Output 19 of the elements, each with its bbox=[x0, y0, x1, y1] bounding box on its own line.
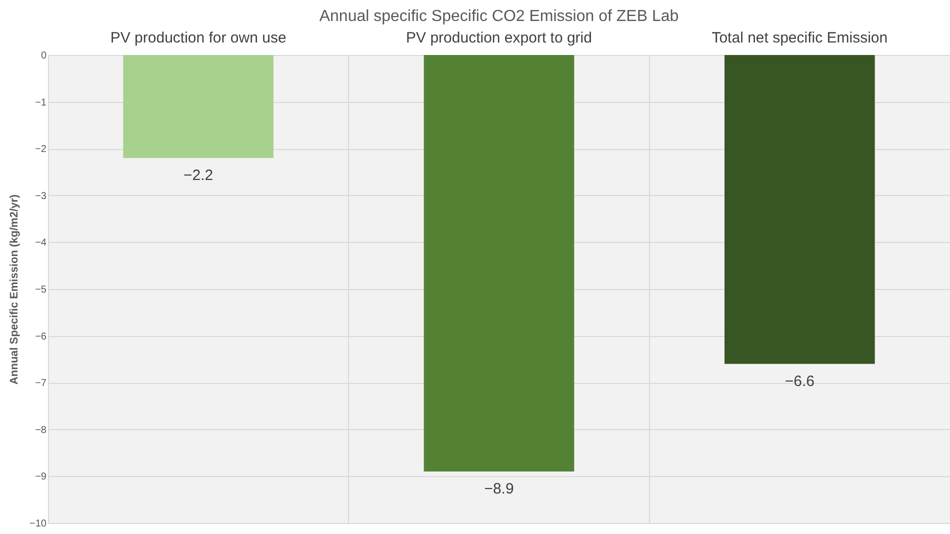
y-tick-label: −3 bbox=[35, 190, 47, 202]
x-tick-label: Total net specific Emission bbox=[712, 30, 888, 46]
data-label: −2.2 bbox=[184, 166, 214, 184]
y-tick-label: −10 bbox=[30, 518, 47, 530]
y-tick-label: −8 bbox=[35, 424, 47, 436]
y-tick-label: −7 bbox=[35, 378, 47, 390]
x-tick-label: PV production export to grid bbox=[406, 30, 592, 46]
y-tick-label: −9 bbox=[35, 472, 47, 483]
y-axis-title: Annual Specific Emission (kg/m2/yr) bbox=[8, 194, 21, 385]
y-tick-label: −4 bbox=[35, 238, 47, 249]
x-tick-label: PV production for own use bbox=[110, 30, 286, 46]
y-tick-label: −5 bbox=[35, 284, 47, 296]
y-tick-label: −1 bbox=[35, 97, 47, 108]
y-tick-label: −6 bbox=[35, 331, 47, 342]
chart-title: Annual specific Specific CO2 Emission of ZEB Lab bbox=[319, 8, 679, 25]
data-label: −8.9 bbox=[484, 480, 514, 498]
y-tick-label: 0 bbox=[40, 50, 47, 62]
y-tick-label: −2 bbox=[35, 144, 47, 156]
data-label: −6.6 bbox=[784, 372, 814, 390]
